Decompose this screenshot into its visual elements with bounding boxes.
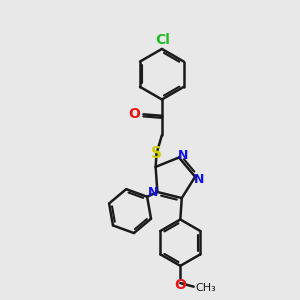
Text: N: N [194,172,204,186]
Text: S: S [151,146,162,161]
Text: O: O [128,107,140,121]
Text: Cl: Cl [155,33,170,46]
Text: O: O [174,278,186,292]
Text: N: N [147,186,158,199]
Text: CH₃: CH₃ [195,283,216,293]
Text: N: N [178,149,188,163]
